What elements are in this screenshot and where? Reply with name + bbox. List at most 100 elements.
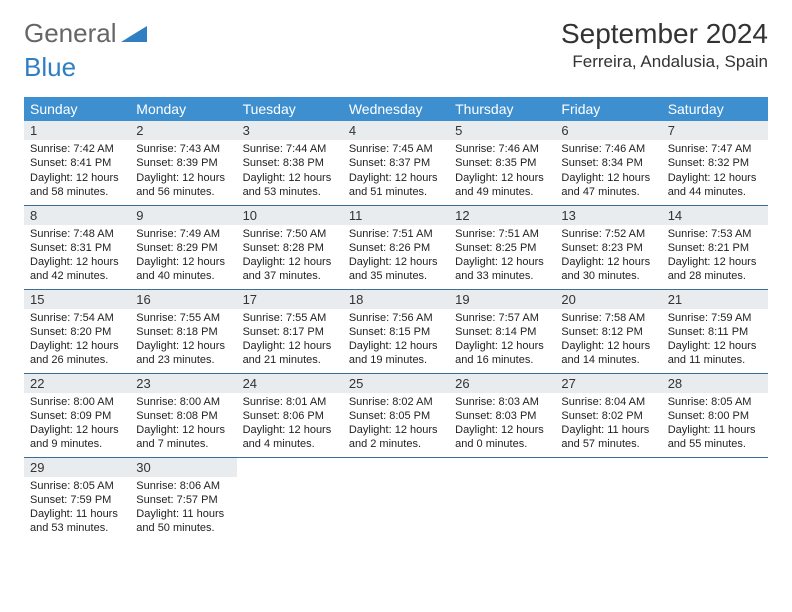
daylight-line2: and 16 minutes. xyxy=(455,353,549,367)
sunset-text: Sunset: 8:35 PM xyxy=(455,156,549,170)
sunrise-text: Sunrise: 7:48 AM xyxy=(30,227,124,241)
sunrise-text: Sunrise: 8:06 AM xyxy=(136,479,230,493)
daylight-line2: and 44 minutes. xyxy=(668,185,762,199)
daylight-line1: Daylight: 12 hours xyxy=(243,423,337,437)
sunset-text: Sunset: 8:28 PM xyxy=(243,241,337,255)
calendar-day-cell xyxy=(449,457,555,541)
sunset-text: Sunset: 8:00 PM xyxy=(668,409,762,423)
sunset-text: Sunset: 8:25 PM xyxy=(455,241,549,255)
day-number: 11 xyxy=(343,206,449,225)
sunset-text: Sunset: 8:31 PM xyxy=(30,241,124,255)
day-number: 20 xyxy=(555,290,661,309)
weekday-header: Sunday xyxy=(24,97,130,121)
daylight-line2: and 21 minutes. xyxy=(243,353,337,367)
daylight-line2: and 30 minutes. xyxy=(561,269,655,283)
daylight-line2: and 23 minutes. xyxy=(136,353,230,367)
brand-part1: General xyxy=(24,18,117,49)
day-number: 22 xyxy=(24,374,130,393)
daylight-line2: and 57 minutes. xyxy=(561,437,655,451)
month-title: September 2024 xyxy=(561,18,768,50)
daylight-line2: and 53 minutes. xyxy=(243,185,337,199)
day-number: 10 xyxy=(237,206,343,225)
daylight-line1: Daylight: 11 hours xyxy=(30,507,124,521)
title-block: September 2024 Ferreira, Andalusia, Spai… xyxy=(561,18,768,72)
sunset-text: Sunset: 8:09 PM xyxy=(30,409,124,423)
day-details: Sunrise: 7:50 AMSunset: 8:28 PMDaylight:… xyxy=(237,225,343,288)
day-number: 27 xyxy=(555,374,661,393)
sunset-text: Sunset: 7:57 PM xyxy=(136,493,230,507)
day-number: 28 xyxy=(662,374,768,393)
calendar-day-cell: 19Sunrise: 7:57 AMSunset: 8:14 PMDayligh… xyxy=(449,289,555,373)
day-number: 16 xyxy=(130,290,236,309)
daylight-line1: Daylight: 12 hours xyxy=(136,255,230,269)
sunrise-text: Sunrise: 8:05 AM xyxy=(668,395,762,409)
sunset-text: Sunset: 8:29 PM xyxy=(136,241,230,255)
calendar-day-cell: 20Sunrise: 7:58 AMSunset: 8:12 PMDayligh… xyxy=(555,289,661,373)
sunrise-text: Sunrise: 7:46 AM xyxy=(455,142,549,156)
weekday-header: Monday xyxy=(130,97,236,121)
calendar-week-row: 29Sunrise: 8:05 AMSunset: 7:59 PMDayligh… xyxy=(24,457,768,541)
daylight-line1: Daylight: 12 hours xyxy=(561,255,655,269)
day-details: Sunrise: 8:03 AMSunset: 8:03 PMDaylight:… xyxy=(449,393,555,456)
logo-triangle-icon xyxy=(121,18,147,49)
location: Ferreira, Andalusia, Spain xyxy=(561,52,768,72)
sunrise-text: Sunrise: 8:02 AM xyxy=(349,395,443,409)
day-details: Sunrise: 7:53 AMSunset: 8:21 PMDaylight:… xyxy=(662,225,768,288)
calendar-day-cell: 2Sunrise: 7:43 AMSunset: 8:39 PMDaylight… xyxy=(130,121,236,205)
calendar-day-cell: 26Sunrise: 8:03 AMSunset: 8:03 PMDayligh… xyxy=(449,373,555,457)
sunrise-text: Sunrise: 7:53 AM xyxy=(668,227,762,241)
calendar-day-cell: 27Sunrise: 8:04 AMSunset: 8:02 PMDayligh… xyxy=(555,373,661,457)
day-details: Sunrise: 7:49 AMSunset: 8:29 PMDaylight:… xyxy=(130,225,236,288)
daylight-line1: Daylight: 12 hours xyxy=(30,423,124,437)
day-details: Sunrise: 7:51 AMSunset: 8:25 PMDaylight:… xyxy=(449,225,555,288)
sunrise-text: Sunrise: 7:51 AM xyxy=(349,227,443,241)
daylight-line2: and 50 minutes. xyxy=(136,521,230,535)
calendar-day-cell: 3Sunrise: 7:44 AMSunset: 8:38 PMDaylight… xyxy=(237,121,343,205)
day-details: Sunrise: 7:56 AMSunset: 8:15 PMDaylight:… xyxy=(343,309,449,372)
sunrise-text: Sunrise: 7:52 AM xyxy=(561,227,655,241)
daylight-line2: and 55 minutes. xyxy=(668,437,762,451)
daylight-line1: Daylight: 12 hours xyxy=(243,171,337,185)
day-number: 25 xyxy=(343,374,449,393)
sunrise-text: Sunrise: 7:49 AM xyxy=(136,227,230,241)
daylight-line2: and 58 minutes. xyxy=(30,185,124,199)
day-number: 13 xyxy=(555,206,661,225)
day-number: 14 xyxy=(662,206,768,225)
sunrise-text: Sunrise: 7:57 AM xyxy=(455,311,549,325)
daylight-line1: Daylight: 12 hours xyxy=(243,255,337,269)
daylight-line2: and 47 minutes. xyxy=(561,185,655,199)
sunrise-text: Sunrise: 7:51 AM xyxy=(455,227,549,241)
calendar-day-cell: 28Sunrise: 8:05 AMSunset: 8:00 PMDayligh… xyxy=(662,373,768,457)
calendar-day-cell: 17Sunrise: 7:55 AMSunset: 8:17 PMDayligh… xyxy=(237,289,343,373)
sunset-text: Sunset: 8:06 PM xyxy=(243,409,337,423)
day-details: Sunrise: 8:05 AMSunset: 8:00 PMDaylight:… xyxy=(662,393,768,456)
day-number: 9 xyxy=(130,206,236,225)
day-details: Sunrise: 7:43 AMSunset: 8:39 PMDaylight:… xyxy=(130,140,236,203)
sunset-text: Sunset: 8:38 PM xyxy=(243,156,337,170)
sunrise-text: Sunrise: 7:45 AM xyxy=(349,142,443,156)
brand-logo: General xyxy=(24,18,147,49)
calendar-week-row: 8Sunrise: 7:48 AMSunset: 8:31 PMDaylight… xyxy=(24,205,768,289)
daylight-line1: Daylight: 12 hours xyxy=(349,423,443,437)
calendar-day-cell: 12Sunrise: 7:51 AMSunset: 8:25 PMDayligh… xyxy=(449,205,555,289)
day-details: Sunrise: 7:44 AMSunset: 8:38 PMDaylight:… xyxy=(237,140,343,203)
day-number: 29 xyxy=(24,458,130,477)
weekday-header: Wednesday xyxy=(343,97,449,121)
calendar-day-cell: 4Sunrise: 7:45 AMSunset: 8:37 PMDaylight… xyxy=(343,121,449,205)
day-details: Sunrise: 7:52 AMSunset: 8:23 PMDaylight:… xyxy=(555,225,661,288)
calendar-day-cell xyxy=(343,457,449,541)
calendar-day-cell xyxy=(237,457,343,541)
sunrise-text: Sunrise: 8:00 AM xyxy=(136,395,230,409)
day-number: 2 xyxy=(130,121,236,140)
daylight-line2: and 35 minutes. xyxy=(349,269,443,283)
sunset-text: Sunset: 8:11 PM xyxy=(668,325,762,339)
day-details: Sunrise: 7:59 AMSunset: 8:11 PMDaylight:… xyxy=(662,309,768,372)
calendar-day-cell: 8Sunrise: 7:48 AMSunset: 8:31 PMDaylight… xyxy=(24,205,130,289)
daylight-line2: and 49 minutes. xyxy=(455,185,549,199)
sunset-text: Sunset: 8:14 PM xyxy=(455,325,549,339)
daylight-line2: and 56 minutes. xyxy=(136,185,230,199)
calendar-day-cell: 23Sunrise: 8:00 AMSunset: 8:08 PMDayligh… xyxy=(130,373,236,457)
day-details: Sunrise: 8:00 AMSunset: 8:09 PMDaylight:… xyxy=(24,393,130,456)
daylight-line2: and 2 minutes. xyxy=(349,437,443,451)
calendar-week-row: 1Sunrise: 7:42 AMSunset: 8:41 PMDaylight… xyxy=(24,121,768,205)
